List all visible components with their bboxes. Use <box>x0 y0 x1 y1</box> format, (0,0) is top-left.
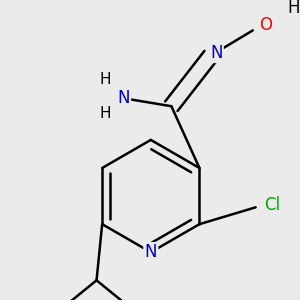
Text: N: N <box>210 44 223 62</box>
Text: H: H <box>287 0 300 17</box>
Text: O: O <box>259 16 272 34</box>
Text: N: N <box>117 89 130 107</box>
Text: Cl: Cl <box>264 196 280 214</box>
Text: H: H <box>100 72 111 87</box>
Text: N: N <box>145 243 157 261</box>
Text: H: H <box>100 106 111 121</box>
